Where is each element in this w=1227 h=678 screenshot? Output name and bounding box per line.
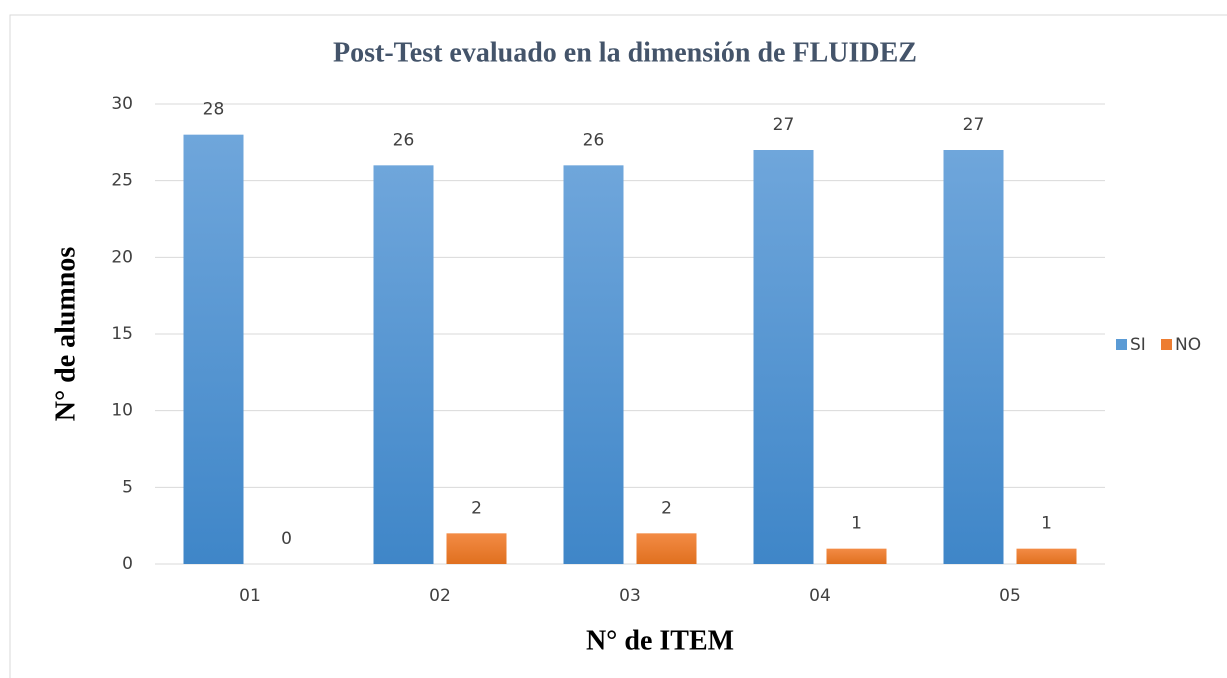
y-tick-label: 10 (111, 401, 133, 421)
x-axis-label: N° de ITEM (586, 625, 734, 656)
bar (826, 548, 887, 564)
bar (373, 165, 434, 565)
legend-label: NO (1175, 335, 1201, 355)
data-label: 0 (281, 529, 292, 549)
bar (753, 150, 814, 564)
data-label: 2 (471, 498, 482, 518)
legend-swatch (1116, 339, 1127, 350)
x-tick-label: 03 (619, 586, 641, 606)
x-tick-label: 05 (999, 586, 1021, 606)
chart-border (9, 14, 1227, 678)
bar (1016, 548, 1077, 564)
y-tick-label: 5 (122, 477, 133, 497)
y-tick-label: 30 (111, 94, 133, 114)
data-label: 2 (661, 498, 672, 518)
data-label: 26 (393, 130, 415, 150)
data-label: 28 (203, 100, 225, 120)
y-tick-label: 20 (111, 247, 133, 267)
data-label: 1 (851, 514, 862, 534)
x-tick-label: 01 (239, 586, 261, 606)
data-label: 27 (773, 115, 795, 135)
bar (943, 150, 1004, 564)
legend-swatch (1161, 339, 1172, 350)
bar (563, 165, 624, 565)
legend-label: SI (1130, 335, 1146, 355)
bar (446, 533, 507, 564)
y-tick-label: 15 (111, 324, 133, 344)
x-tick-label: 04 (809, 586, 831, 606)
data-label: 27 (963, 115, 985, 135)
data-label: 1 (1041, 514, 1052, 534)
y-axis-label: N° de alumnos (50, 247, 81, 422)
bar (636, 533, 697, 564)
y-tick-label: 25 (111, 171, 133, 191)
y-tick-label: 0 (122, 554, 133, 574)
bar (183, 134, 244, 564)
data-label: 26 (583, 130, 605, 150)
x-tick-label: 02 (429, 586, 451, 606)
chart-title: Post-Test evaluado en la dimensión de FL… (333, 37, 917, 68)
